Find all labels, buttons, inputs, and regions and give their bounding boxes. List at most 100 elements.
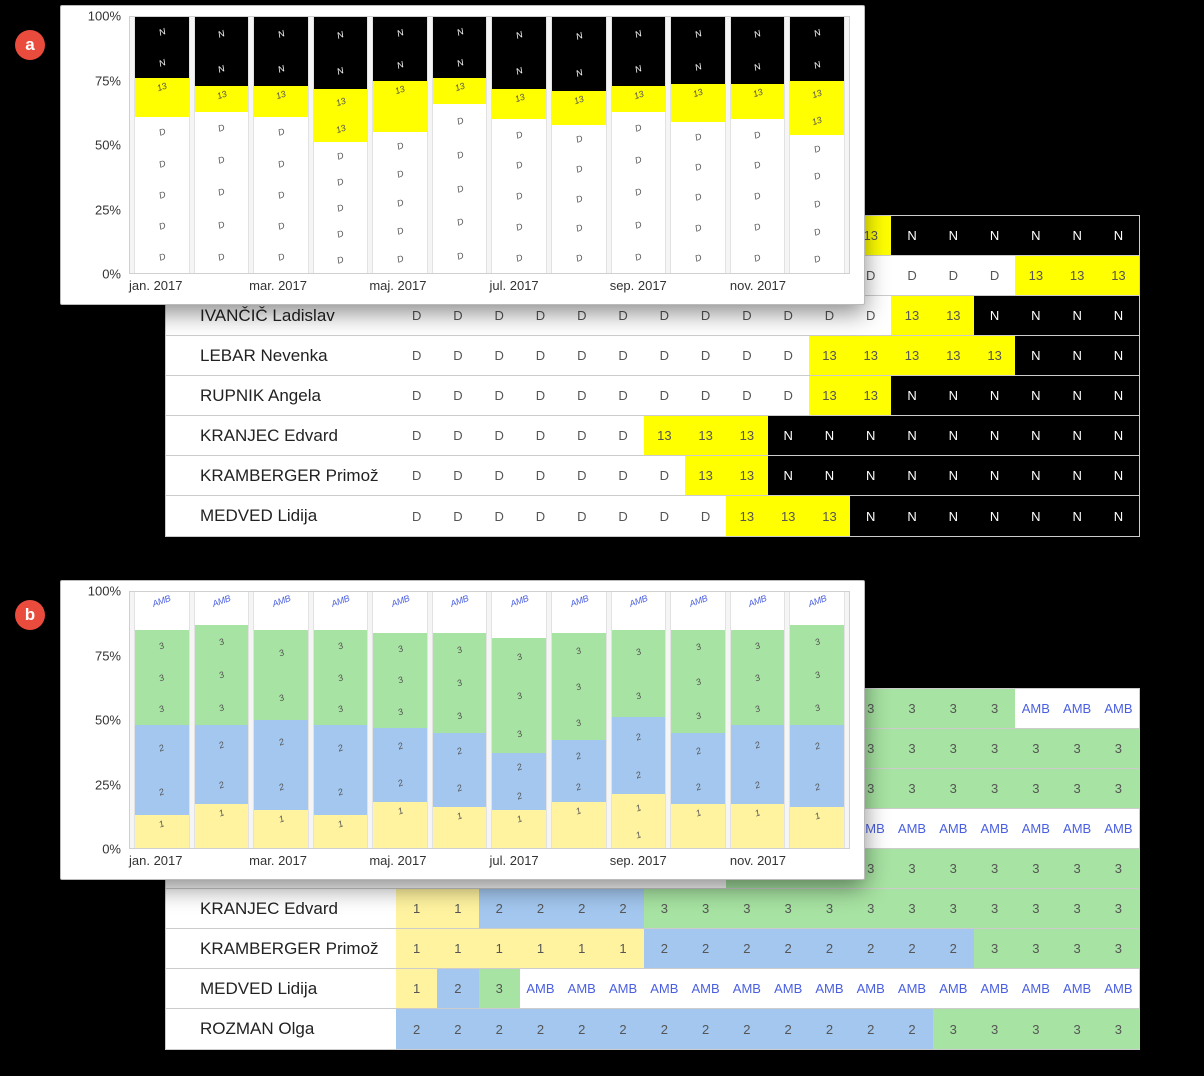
- segment-marker: 3: [456, 644, 464, 655]
- segment-marker: D: [634, 122, 643, 134]
- schedule-cell: 1: [396, 889, 437, 928]
- bar-segment: 33: [612, 630, 666, 717]
- schedule-cell: N: [809, 416, 850, 455]
- schedule-cell: D: [561, 496, 602, 536]
- schedule-cell: 2: [644, 929, 685, 968]
- segment-marker: 1: [217, 808, 225, 819]
- schedule-cell: D: [437, 376, 478, 415]
- segment-marker: 13: [215, 89, 227, 102]
- segment-marker: 2: [396, 741, 404, 752]
- schedule-cell: 2: [520, 889, 561, 928]
- ytick-label: 0%: [102, 267, 121, 282]
- schedule-cell: D: [685, 496, 726, 536]
- row-cells: DDDDDDD1313NNNNNNNNN: [396, 456, 1139, 495]
- segment-marker: 2: [694, 781, 702, 792]
- bar-column: DDDDD13NN: [253, 17, 309, 273]
- schedule-cell: AMB: [1098, 809, 1139, 848]
- segment-marker: D: [395, 141, 404, 153]
- segment-marker: AMB: [390, 593, 411, 609]
- schedule-cell: 1: [396, 929, 437, 968]
- xtick-label: mar. 2017: [249, 276, 369, 304]
- segment-marker: 3: [396, 706, 404, 717]
- segment-marker: 13: [811, 115, 823, 128]
- schedule-cell: D: [396, 456, 437, 495]
- schedule-cell: N: [850, 456, 891, 495]
- chart-a-xaxis: jan. 2017mar. 2017maj. 2017jul. 2017sep.…: [129, 276, 850, 304]
- schedule-cell: 3: [1057, 769, 1098, 808]
- bar-segment: DDDDD: [433, 104, 487, 273]
- segment-marker: 3: [217, 670, 225, 681]
- segment-marker: D: [813, 253, 822, 265]
- schedule-cell: N: [933, 216, 974, 255]
- segment-marker: D: [753, 190, 762, 202]
- segment-marker: 3: [456, 711, 464, 722]
- bar-column: DDDDD13NN: [194, 17, 250, 273]
- bar-column: 122333AMB: [432, 592, 488, 848]
- bar-segment: NN: [612, 17, 666, 86]
- table-row: KRANJEC Edvard112222333333333333: [166, 889, 1139, 929]
- table-row: RUPNIK AngelaDDDDDDDDDD1313NNNNNN: [166, 376, 1139, 416]
- segment-marker: D: [217, 187, 226, 199]
- segment-marker: 3: [277, 647, 285, 658]
- segment-marker: 1: [575, 805, 583, 816]
- bar-segment: 333: [314, 630, 368, 725]
- segment-marker: D: [455, 183, 464, 195]
- segment-marker: N: [574, 67, 583, 79]
- schedule-cell: N: [1015, 416, 1056, 455]
- segment-marker: N: [157, 57, 166, 69]
- row-cells: DDDDDDDD131313NNNNNNN: [396, 496, 1139, 536]
- segment-marker: 1: [456, 811, 464, 822]
- row-name: KRANJEC Edvard: [166, 416, 396, 455]
- schedule-cell: N: [891, 496, 932, 536]
- segment-marker: 2: [158, 742, 166, 753]
- schedule-cell: AMB: [1015, 969, 1056, 1008]
- bar-segment: AMB: [612, 592, 666, 630]
- bar-segment: NN: [195, 17, 249, 86]
- segment-marker: D: [515, 129, 524, 141]
- schedule-cell: AMB: [726, 969, 767, 1008]
- segment-marker: D: [693, 252, 702, 264]
- bar-column: DDDDD13NN: [491, 17, 547, 273]
- bar-segment: 13: [671, 84, 725, 122]
- chart-a-yaxis: 0%25%50%75%100%: [61, 16, 127, 274]
- segment-marker: 1: [515, 813, 523, 824]
- bar-column: DDDDD13NN: [432, 17, 488, 273]
- segment-marker: 3: [515, 729, 523, 740]
- schedule-cell: D: [437, 456, 478, 495]
- table-row: LEBAR NevenkaDDDDDDDDDD1313131313NNN: [166, 336, 1139, 376]
- schedule-cell: 3: [479, 969, 520, 1008]
- segment-marker: 2: [337, 787, 345, 798]
- schedule-cell: D: [602, 496, 643, 536]
- schedule-cell: N: [1015, 456, 1056, 495]
- bar-segment: NN: [492, 17, 546, 89]
- schedule-cell: 2: [396, 1009, 437, 1049]
- bar-column: 122333AMB: [134, 592, 190, 848]
- segment-marker: D: [574, 223, 583, 235]
- segment-marker: AMB: [211, 593, 232, 609]
- schedule-cell: AMB: [602, 969, 643, 1008]
- schedule-cell: D: [644, 496, 685, 536]
- schedule-cell: AMB: [768, 969, 809, 1008]
- schedule-cell: D: [479, 496, 520, 536]
- schedule-cell: 2: [479, 889, 520, 928]
- segment-marker: N: [813, 59, 822, 71]
- schedule-cell: AMB: [1098, 689, 1139, 728]
- schedule-cell: 2: [891, 1009, 932, 1049]
- schedule-cell: 3: [726, 889, 767, 928]
- segment-marker: 2: [337, 742, 345, 753]
- segment-marker: 3: [396, 675, 404, 686]
- segment-marker: D: [276, 252, 285, 264]
- bar-segment: 333: [135, 630, 189, 725]
- segment-marker: 3: [634, 647, 642, 658]
- schedule-cell: N: [768, 416, 809, 455]
- bar-segment: AMB: [731, 592, 785, 630]
- bar-segment: AMB: [314, 592, 368, 630]
- segment-marker: D: [813, 143, 822, 155]
- bar-column: DDDDD13NN: [551, 17, 607, 273]
- schedule-cell: 3: [974, 849, 1015, 888]
- schedule-cell: 3: [1057, 849, 1098, 888]
- schedule-cell: 3: [768, 889, 809, 928]
- schedule-cell: 1: [437, 889, 478, 928]
- segment-marker: D: [395, 253, 404, 265]
- segment-marker: D: [813, 198, 822, 210]
